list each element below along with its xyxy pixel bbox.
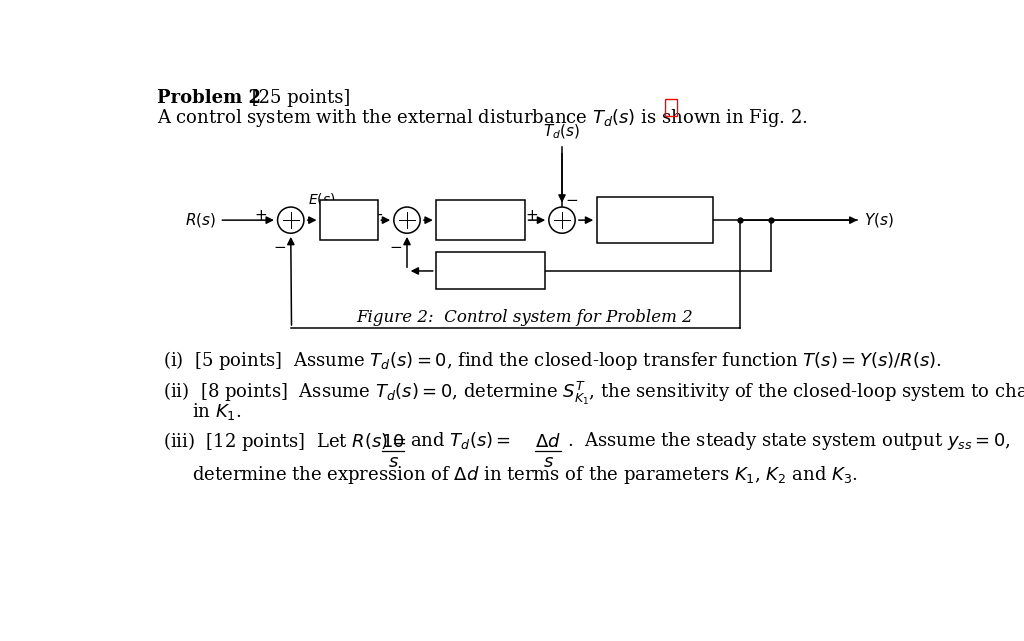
Text: $10$: $10$ <box>381 433 404 451</box>
Bar <box>436 253 545 290</box>
Text: $K_1$: $K_1$ <box>339 210 359 230</box>
Text: $s$: $s$ <box>543 453 554 470</box>
Text: .  Assume the steady state system output $y_{ss} = 0$,: . Assume the steady state system output … <box>566 430 1011 453</box>
Text: $T_d(s)$: $T_d(s)$ <box>544 122 581 141</box>
Text: A control system with the external disturbance $T_d(s)$ is shown in Fig. 2.: A control system with the external distu… <box>158 107 808 129</box>
Bar <box>321 200 378 240</box>
Text: $s$: $s$ <box>387 453 398 470</box>
Text: $+$: $+$ <box>371 208 383 222</box>
Bar <box>597 197 713 243</box>
Text: $R(s)$: $R(s)$ <box>184 211 216 229</box>
Text: (ii)  [8 points]  Assume $T_d(s) = 0$, determine $S^T_{K_1}$, the sensitivity of: (ii) [8 points] Assume $T_d(s) = 0$, det… <box>163 379 1024 407</box>
Text: $-$: $-$ <box>565 192 579 206</box>
Bar <box>436 200 524 240</box>
Text: (iii)  [12 points]  Let $R(s) =$: (iii) [12 points] Let $R(s) =$ <box>163 430 407 453</box>
Text: in $K_1$.: in $K_1$. <box>191 401 241 422</box>
Text: $s(s+20)$: $s(s+20)$ <box>622 224 688 242</box>
Text: $+$: $+$ <box>525 208 539 222</box>
Bar <box>665 99 677 116</box>
Text: Figure 2:  Control system for Problem 2: Figure 2: Control system for Problem 2 <box>356 310 693 326</box>
Text: $\Delta d$: $\Delta d$ <box>536 433 561 451</box>
Text: [25 points]: [25 points] <box>246 89 350 107</box>
Text: and $T_d(s) =$: and $T_d(s) =$ <box>410 430 511 451</box>
Text: Problem 2: Problem 2 <box>158 89 261 107</box>
Text: $K_2$: $K_2$ <box>470 210 490 230</box>
Text: $K_3$: $K_3$ <box>480 261 501 281</box>
Text: (i)  [5 points]  Assume $T_d(s) = 0$, find the closed-loop transfer function $T(: (i) [5 points] Assume $T_d(s) = 0$, find… <box>163 349 941 372</box>
Text: $+$: $+$ <box>254 208 267 222</box>
Text: $Y(s)$: $Y(s)$ <box>864 211 894 229</box>
Text: determine the expression of $\Delta d$ in terms of the parameters $K_1$, $K_2$ a: determine the expression of $\Delta d$ i… <box>191 464 857 487</box>
Text: $1$: $1$ <box>649 203 660 221</box>
Text: $-$: $-$ <box>272 238 286 253</box>
Text: $-$: $-$ <box>389 238 402 253</box>
Text: $E(s)$: $E(s)$ <box>308 191 336 207</box>
